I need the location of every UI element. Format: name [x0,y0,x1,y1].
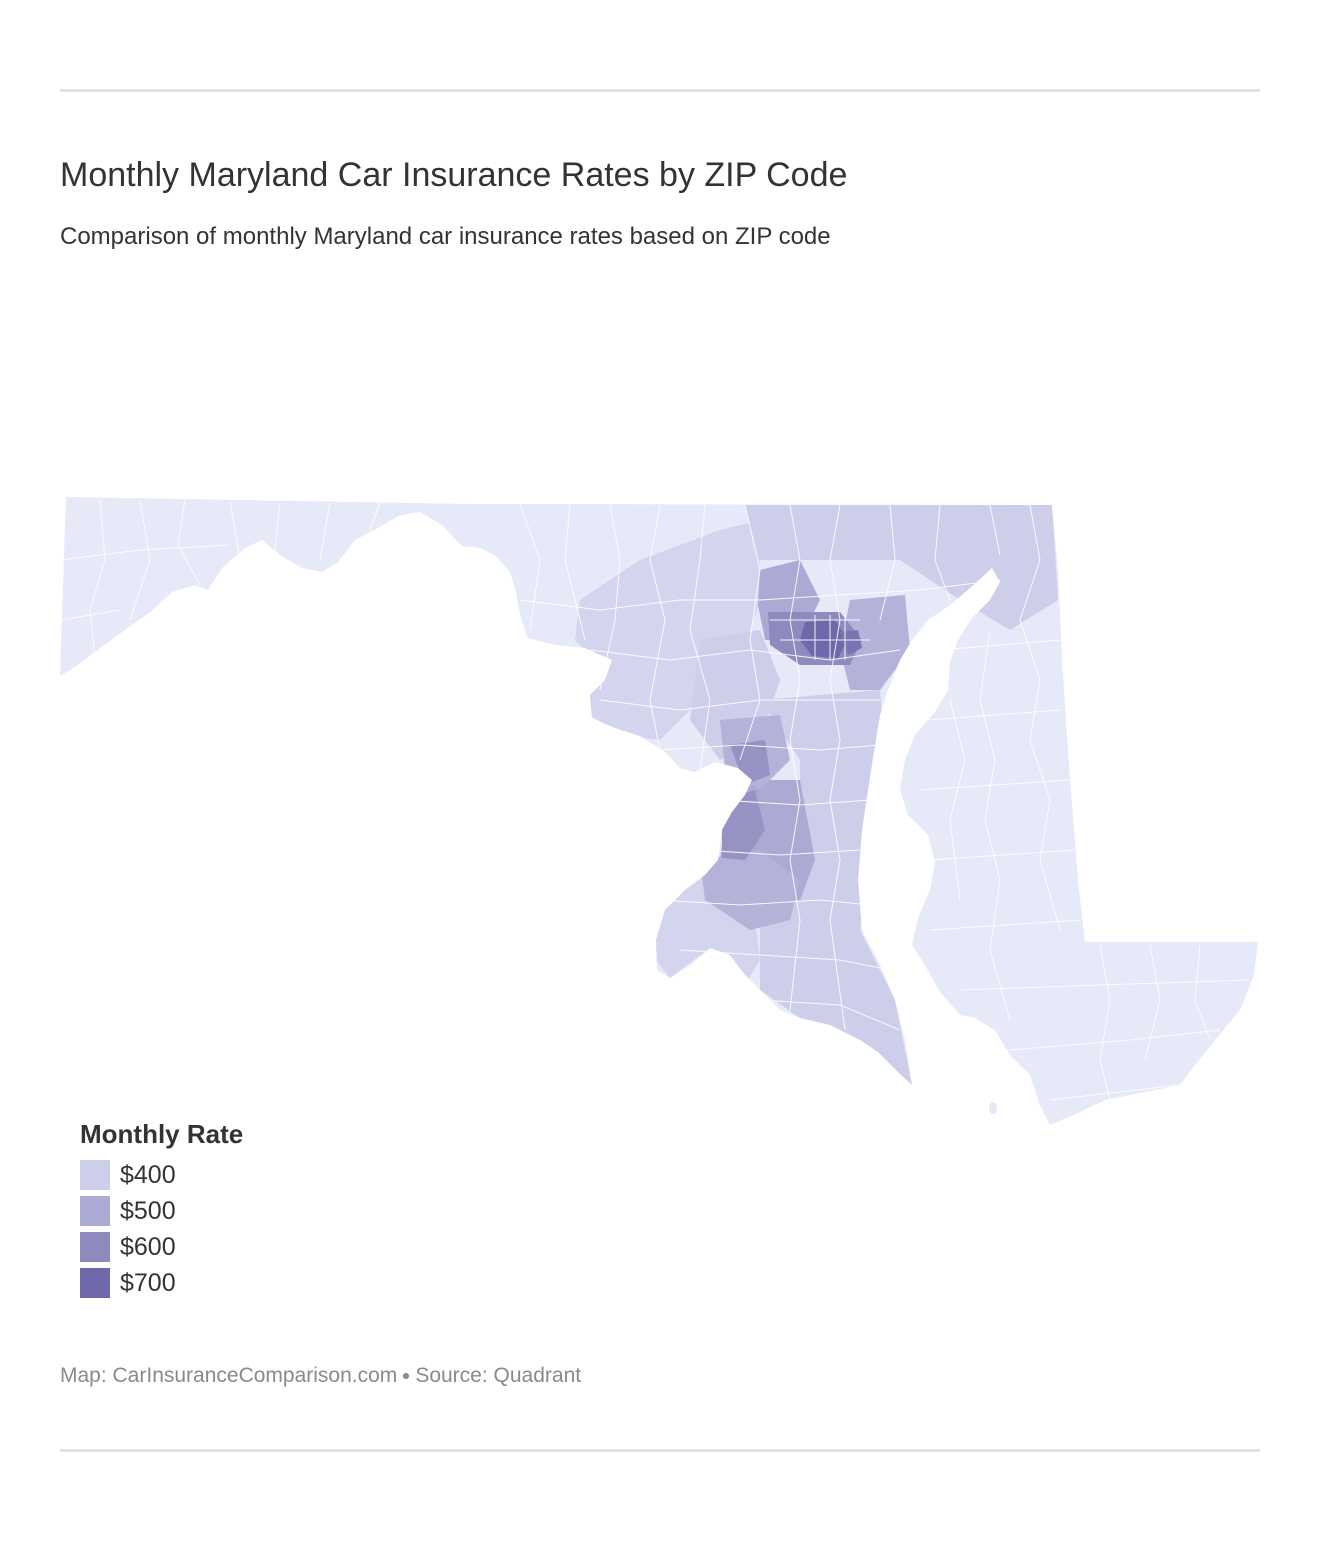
chart-title: Monthly Maryland Car Insurance Rates by … [60,156,848,194]
legend-item: $600 [80,1232,243,1262]
source-credit: Source: Quadrant [415,1364,582,1387]
map-legend: Monthly Rate $400 $500 $600 $700 [80,1116,243,1304]
island [989,1102,997,1114]
zip-zone-700 [800,620,848,658]
legend-item: $700 [80,1268,243,1298]
legend-swatch [80,1232,110,1262]
state-shape [60,497,1258,1125]
legend-swatch [80,1196,110,1226]
legend-item: $500 [80,1196,243,1226]
map-credit: Map: CarInsuranceComparison.com [60,1364,398,1387]
legend-swatch [80,1160,110,1190]
zip-zone-500 [700,850,800,930]
zip-boundaries [60,499,1251,1101]
legend-label: $400 [120,1161,176,1189]
chart-footer: Map: CarInsuranceComparison.com Source: Q… [60,1362,581,1390]
top-divider [60,89,1260,92]
legend-label: $700 [120,1269,176,1297]
legend-title: Monthly Rate [80,1119,244,1149]
legend-label: $500 [120,1197,176,1225]
chart-subtitle: Comparison of monthly Maryland car insur… [60,223,831,250]
zip-zone-600 [730,740,770,785]
separator-dot [403,1373,410,1380]
legend-item: $400 [80,1160,243,1190]
legend-swatch [80,1268,110,1298]
bottom-divider [60,1449,1260,1452]
zip-zone-500 [840,595,910,690]
legend-label: $600 [120,1233,176,1261]
